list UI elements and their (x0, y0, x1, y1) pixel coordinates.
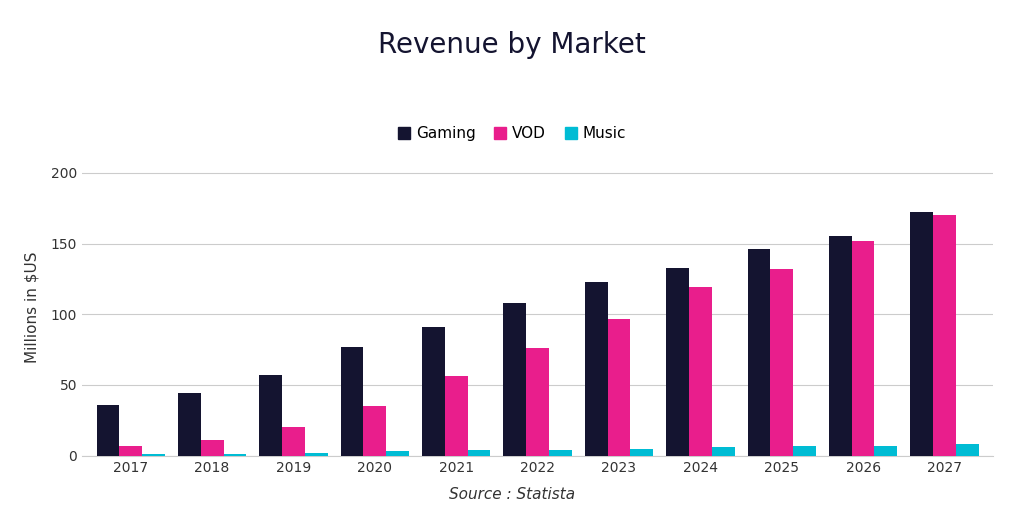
Bar (955, 444, 979, 456)
Bar (305, 453, 328, 456)
Legend: Gaming, VOD, Music: Gaming, VOD, Music (391, 120, 633, 147)
Bar (178, 393, 201, 456)
Bar (712, 447, 734, 456)
Bar (910, 212, 933, 456)
Bar (770, 269, 794, 456)
Bar (468, 450, 490, 456)
Bar (549, 450, 571, 456)
Bar (223, 454, 247, 456)
Bar (667, 268, 689, 456)
Bar (607, 318, 631, 456)
Bar (874, 446, 897, 456)
Bar (444, 376, 468, 456)
Bar (689, 287, 712, 456)
Bar (341, 347, 364, 456)
Bar (259, 375, 282, 456)
Bar (852, 241, 874, 456)
Bar (828, 237, 852, 456)
Bar (282, 428, 305, 456)
Text: Revenue by Market: Revenue by Market (378, 31, 646, 59)
Text: Source : Statista: Source : Statista (449, 487, 575, 502)
Bar (364, 406, 386, 456)
Bar (386, 452, 409, 456)
Bar (631, 449, 653, 456)
Bar (748, 249, 770, 456)
Bar (933, 215, 955, 456)
Y-axis label: Millions in $US: Millions in $US (25, 251, 40, 363)
Bar (585, 282, 607, 456)
Bar (120, 446, 142, 456)
Bar (526, 348, 549, 456)
Bar (794, 446, 816, 456)
Bar (96, 405, 120, 456)
Bar (142, 454, 165, 456)
Bar (201, 440, 223, 456)
Bar (422, 327, 444, 456)
Bar (504, 303, 526, 456)
